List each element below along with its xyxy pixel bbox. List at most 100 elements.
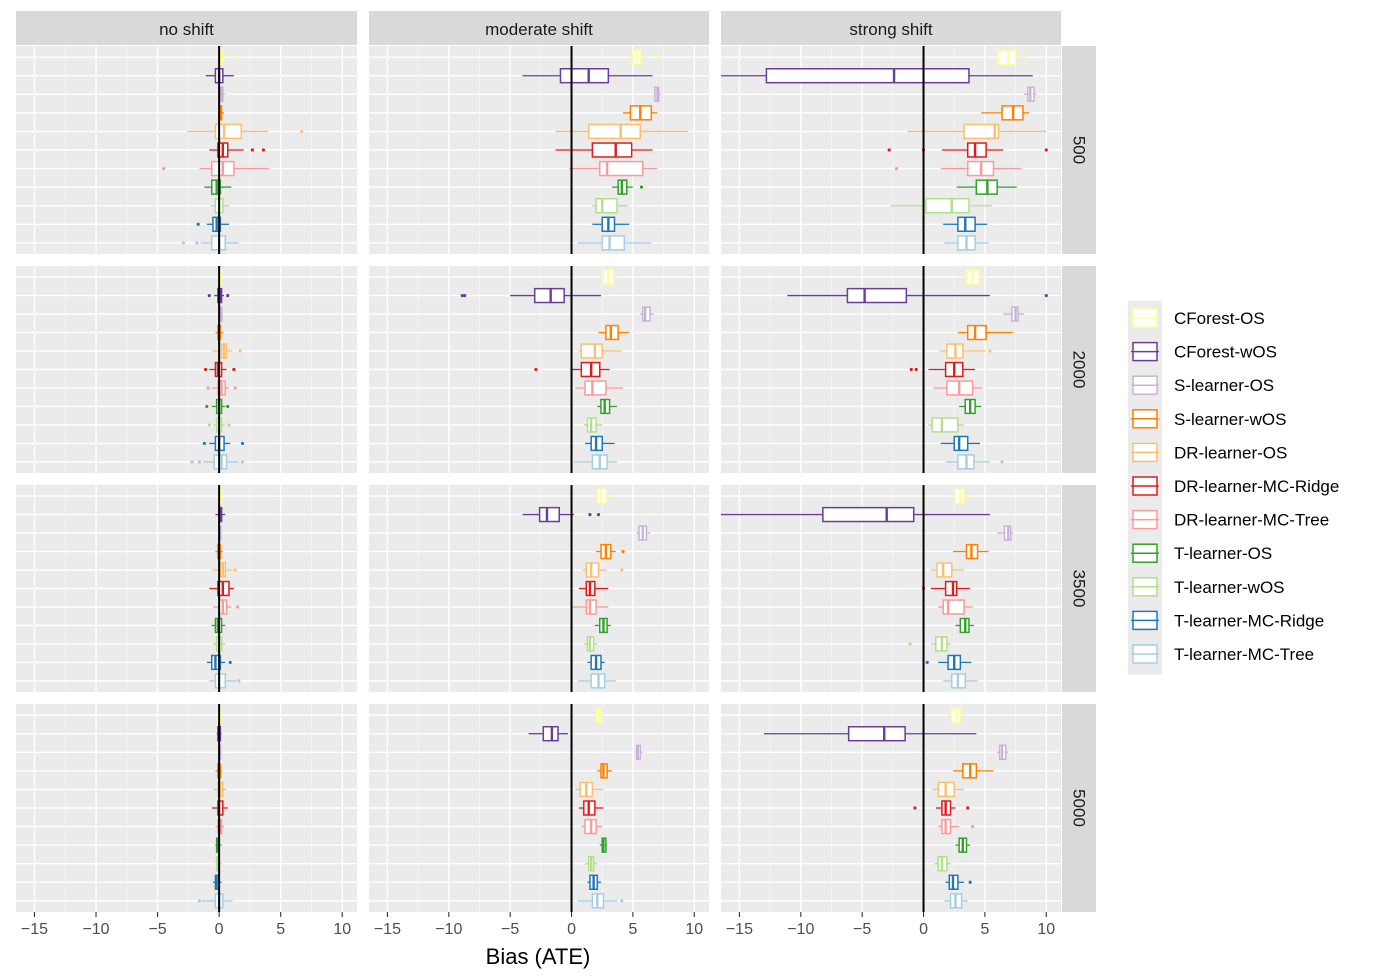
box-DR-learner-MC-Tree xyxy=(938,818,975,835)
box-T-learner-MC-Tree xyxy=(577,673,616,689)
outlier-point xyxy=(925,660,929,665)
x-tick-label: −5 xyxy=(853,921,871,938)
box-S-learner-OS xyxy=(635,744,643,760)
box-T-learner-MC-Tree xyxy=(943,673,978,689)
box-DR-learner-MC-Ridge xyxy=(209,142,266,158)
outlier-point xyxy=(181,241,186,245)
legend-item: S-learner-OS xyxy=(1131,375,1274,395)
facet-panel xyxy=(369,46,709,254)
box-T-learner-OS xyxy=(599,837,608,853)
box-DR-learner-OS xyxy=(932,781,965,798)
col-strip-label: strong shift xyxy=(849,20,932,39)
outlier-point xyxy=(197,899,202,903)
x-tick-label: 0 xyxy=(919,921,928,938)
box-S-learner-OS xyxy=(640,306,654,322)
legend-label: S-learner-wOS xyxy=(1174,410,1286,429)
box-T-learner-OS xyxy=(959,398,982,415)
outlier-point xyxy=(534,367,538,372)
x-tick-label: −15 xyxy=(726,921,753,938)
box-T-learner-OS xyxy=(612,179,644,195)
outlier-point xyxy=(968,880,972,884)
box-rect xyxy=(944,580,958,597)
x-tick-label: −10 xyxy=(435,921,462,938)
box-S-learner-wOS xyxy=(981,105,1030,121)
box-S-learner-wOS xyxy=(598,324,630,341)
x-tick-label: 5 xyxy=(980,921,989,938)
box-rect xyxy=(214,123,243,140)
box-T-learner-MC-Tree xyxy=(577,893,624,909)
row-strip-label: 5000 xyxy=(1070,789,1089,827)
box-DR-learner-MC-Tree xyxy=(569,160,658,177)
outlier-point xyxy=(988,349,992,353)
legend-item: DR-learner-OS xyxy=(1131,442,1287,462)
box-DR-learner-MC-Ridge xyxy=(921,580,971,597)
box-rect xyxy=(559,68,610,84)
box-DR-learner-OS xyxy=(187,123,304,140)
box-S-learner-wOS xyxy=(952,543,989,560)
legend-label: S-learner-OS xyxy=(1174,376,1274,395)
box-DR-learner-OS xyxy=(211,562,237,578)
outlier-point xyxy=(197,460,202,464)
box-DR-learner-OS xyxy=(907,123,1047,140)
col-strip xyxy=(721,11,1061,45)
row-strip xyxy=(1062,485,1096,692)
outlier-point xyxy=(250,148,254,152)
outlier-point xyxy=(203,367,208,372)
box-rect xyxy=(214,673,227,689)
x-tick-label: 5 xyxy=(628,921,637,938)
outlier-point xyxy=(207,293,211,298)
outlier-point xyxy=(237,55,241,59)
outlier-point xyxy=(235,605,240,609)
outlier-point xyxy=(971,824,975,829)
box-DR-learner-MC-Tree xyxy=(938,599,973,615)
row-strip xyxy=(1062,704,1096,912)
legend-label: T-learner-MC-Ridge xyxy=(1174,611,1324,630)
box-DR-learner-OS xyxy=(582,562,624,578)
box-S-learner-OS xyxy=(997,525,1014,541)
box-T-learner-MC-Ridge xyxy=(196,216,229,232)
outlier-point xyxy=(620,899,624,903)
box-CForest-OS xyxy=(960,269,985,285)
box-T-learner-MC-Tree xyxy=(573,454,617,470)
outlier-point xyxy=(162,166,166,171)
box-DR-learner-OS xyxy=(575,781,604,798)
outlier-point xyxy=(894,166,899,171)
outlier-point xyxy=(238,349,242,353)
box-S-learner-OS xyxy=(219,86,226,102)
legend-item: T-learner-OS xyxy=(1131,543,1272,563)
box-T-learner-OS xyxy=(204,179,232,195)
box-T-learner-wOS xyxy=(890,198,993,214)
box-CForest-wOS xyxy=(763,726,977,742)
box-DR-learner-MC-Tree xyxy=(206,380,237,396)
x-tick-label: −5 xyxy=(148,921,166,938)
legend-item: T-learner-MC-Tree xyxy=(1131,644,1314,664)
row-strip-label: 3500 xyxy=(1070,570,1089,608)
box-T-learner-OS xyxy=(956,179,1017,195)
legend-label: DR-learner-MC-Ridge xyxy=(1174,477,1339,496)
box-DR-learner-MC-Tree xyxy=(212,599,240,615)
row-strip-label: 500 xyxy=(1070,136,1089,164)
outlier-point xyxy=(195,241,199,245)
box-T-learner-MC-Ridge xyxy=(943,216,988,232)
box-rect xyxy=(533,287,565,304)
box-T-learner-wOS xyxy=(583,417,603,433)
box-T-learner-MC-Ridge xyxy=(945,874,972,890)
box-rect xyxy=(601,235,626,251)
legend-item: T-learner-MC-Ridge xyxy=(1131,610,1324,630)
box-DR-learner-MC-Tree xyxy=(894,160,1022,177)
x-tick-label: −10 xyxy=(82,921,109,938)
box-T-learner-OS xyxy=(594,617,611,634)
outlier-point xyxy=(596,512,601,517)
box-rect xyxy=(538,506,561,523)
outlier-point xyxy=(206,386,210,390)
outlier-point xyxy=(226,293,230,298)
outlier-point xyxy=(240,460,245,464)
box-T-learner-wOS xyxy=(585,856,598,872)
box-S-learner-wOS xyxy=(623,105,658,121)
box-DR-learner-MC-Ridge xyxy=(909,361,976,378)
box-S-learner-wOS xyxy=(957,324,1014,341)
box-S-learner-wOS xyxy=(952,763,994,779)
facet-panel xyxy=(16,266,357,473)
facet-panel xyxy=(721,46,1061,254)
outlier-point xyxy=(240,441,245,446)
